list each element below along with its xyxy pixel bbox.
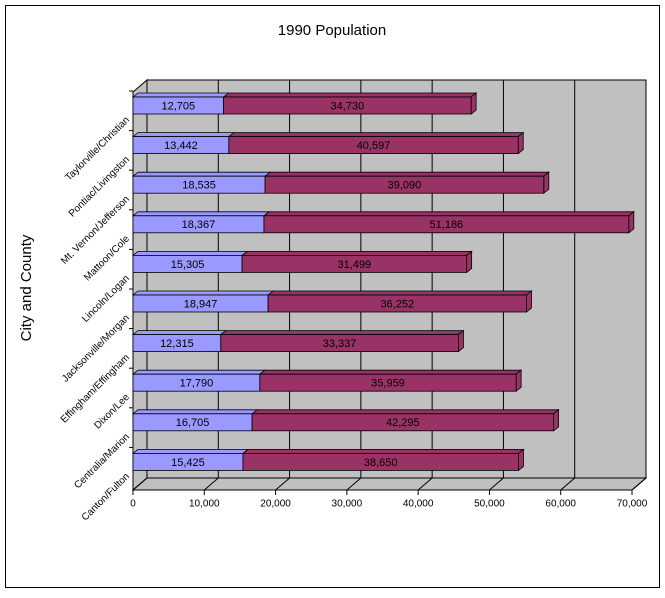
- floor-grid-line: [275, 477, 290, 491]
- floor-grid-line: [132, 477, 148, 491]
- value-label: 42,295: [386, 417, 420, 429]
- value-label: 18,947: [184, 298, 218, 310]
- value-label: 34,730: [331, 100, 365, 112]
- value-label: 39,090: [388, 180, 422, 192]
- x-tick-label: 30,000: [332, 499, 363, 510]
- bar: [228, 136, 519, 155]
- value-label: 18,367: [182, 219, 216, 231]
- value-label: 12,705: [161, 100, 195, 112]
- floor-grid-line: [489, 477, 504, 491]
- bar-top: [131, 92, 230, 98]
- bar-end: [553, 408, 559, 432]
- bar-top: [227, 132, 525, 138]
- value-label: 33,337: [323, 338, 357, 350]
- bar: [264, 175, 545, 194]
- x-tick-label: 10,000: [189, 499, 220, 510]
- value-label: 35,959: [371, 378, 405, 390]
- bar: [242, 452, 519, 471]
- bar-top: [241, 448, 525, 454]
- bar: [267, 294, 527, 313]
- value-label: 13,442: [164, 140, 198, 152]
- bar-top: [262, 211, 635, 217]
- bar-top: [131, 132, 235, 138]
- value-label: 51,186: [430, 219, 464, 231]
- x-tick-label: 60,000: [545, 499, 576, 510]
- bar-end: [466, 250, 473, 274]
- x-tick-label: 50,000: [474, 499, 505, 510]
- bar-top: [131, 250, 249, 256]
- bar-end: [526, 290, 532, 313]
- value-label: 40,597: [357, 140, 391, 152]
- bar-end: [515, 369, 522, 393]
- bar-end: [470, 92, 477, 115]
- bar: [223, 96, 472, 115]
- x-tick-label: 0: [130, 499, 136, 510]
- x-tick-label: 70,000: [617, 499, 648, 510]
- value-label: 18,535: [182, 180, 216, 192]
- value-label: 17,790: [180, 378, 214, 390]
- bar-top: [131, 330, 227, 336]
- value-label: 15,425: [171, 457, 205, 469]
- bar-end: [517, 131, 524, 155]
- y-axis-title: City and County: [18, 234, 35, 341]
- floor-grid-line: [560, 477, 576, 491]
- bar: [263, 215, 630, 234]
- bar-top: [263, 171, 550, 177]
- x-tick-label: 20,000: [260, 499, 291, 510]
- bar-end: [543, 171, 550, 195]
- floor-grid-line: [417, 477, 433, 491]
- bar-top: [131, 409, 259, 415]
- bar-end: [518, 448, 524, 472]
- bar-top: [131, 171, 272, 177]
- value-label: 38,650: [364, 457, 398, 469]
- chart-title: 1990 Population: [278, 22, 386, 39]
- floor-grid-line: [631, 477, 647, 491]
- bar-top: [131, 369, 266, 375]
- bar-end: [458, 329, 464, 353]
- value-label: 16,705: [176, 417, 210, 429]
- bar-top: [219, 330, 465, 336]
- floor-grid-line: [203, 477, 219, 491]
- value-label: 36,252: [380, 298, 414, 310]
- bar: [251, 413, 554, 432]
- floor-grid-line: [346, 477, 362, 491]
- bar-end: [628, 210, 635, 234]
- bar-top: [131, 290, 275, 296]
- bar: [241, 254, 468, 273]
- bar-top: [258, 369, 523, 375]
- value-label: 31,499: [338, 259, 372, 271]
- bar-top: [250, 409, 560, 415]
- bar-top: [240, 250, 473, 256]
- bar: [220, 334, 459, 353]
- value-label: 12,315: [160, 338, 194, 350]
- bar: [259, 373, 517, 392]
- bar-top: [222, 92, 478, 98]
- value-label: 15,305: [171, 259, 205, 271]
- bar-top: [266, 290, 533, 296]
- bar-top: [131, 211, 271, 217]
- x-tick-label: 40,000: [403, 499, 434, 510]
- bar-top: [131, 448, 250, 454]
- floor: [131, 477, 648, 491]
